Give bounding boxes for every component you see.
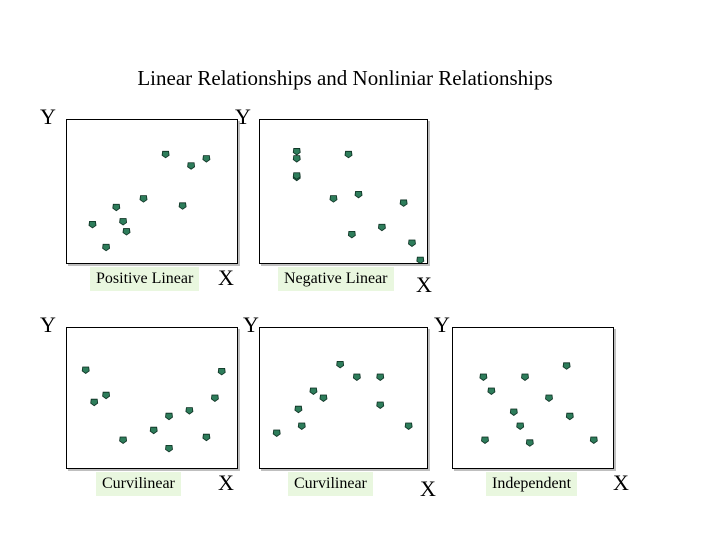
scatter-point	[161, 150, 170, 159]
scatter-point	[178, 202, 187, 210]
scatter-point	[309, 387, 318, 395]
scatter-point	[102, 243, 111, 252]
scatter-point	[102, 391, 111, 400]
scatter-point	[88, 220, 97, 229]
scatter-point	[217, 368, 226, 376]
panel3-x-axis-label: X	[218, 470, 234, 495]
scatter-point	[139, 195, 148, 203]
scatter-point	[319, 394, 328, 402]
panel1-y-axis-label: Y	[40, 104, 56, 129]
panel1-label: Positive Linear	[90, 267, 200, 291]
scatter-point	[165, 445, 173, 453]
scatter-point	[509, 408, 518, 416]
scatter-point	[408, 239, 416, 247]
scatter-point	[112, 203, 121, 212]
scatter-point	[545, 394, 553, 402]
scatter-point	[185, 407, 194, 415]
scatter-point	[525, 439, 534, 447]
scatter-point	[119, 218, 128, 226]
scatter-panel-negative-linear	[259, 119, 428, 264]
scatter-point	[81, 366, 90, 374]
panel5-x-axis-label: X	[613, 470, 629, 495]
panel3-y-axis-label: Y	[40, 312, 56, 337]
scatter-point	[376, 373, 385, 381]
panel2-label: Negative Linear	[278, 267, 394, 291]
scatter-point	[516, 422, 525, 430]
scatter-point	[292, 148, 301, 156]
scatter-panel-independent	[452, 327, 614, 469]
panel1-x-axis-label: X	[218, 265, 234, 290]
scatter-point	[297, 422, 306, 430]
scatter-point	[202, 433, 211, 442]
scatter-point	[187, 162, 196, 170]
scatter-point	[272, 429, 281, 437]
scatter-point	[377, 223, 386, 232]
panel4-x-axis-label: X	[420, 476, 436, 501]
scatter-panel-curvilinear-u	[66, 327, 238, 469]
scatter-plot-area	[81, 366, 226, 453]
scatter-point	[292, 172, 301, 180]
panel5-label: Independent	[486, 472, 578, 496]
scatter-point	[521, 373, 529, 381]
scatter-point	[90, 398, 99, 407]
panel5-y-axis-label: Y	[434, 312, 450, 337]
scatter-point	[352, 373, 361, 381]
scatter-plot-area	[272, 361, 413, 437]
scatter-plot-area	[479, 362, 598, 447]
scatter-point	[589, 436, 598, 444]
scatter-point	[487, 387, 496, 395]
panel2-y-axis-label: Y	[235, 104, 251, 129]
scatter-point	[119, 436, 128, 444]
scatter-point	[149, 426, 158, 435]
scatter-point	[294, 405, 303, 414]
scatter-plot-area	[88, 150, 211, 252]
scatter-point	[122, 228, 131, 236]
panel2-x-axis-label: X	[416, 272, 432, 297]
scatter-point	[404, 422, 413, 430]
panel4-label: Curvilinear	[288, 472, 373, 496]
scatter-point	[479, 373, 488, 381]
scatter-point	[210, 394, 219, 402]
scatter-point	[562, 362, 571, 370]
scatter-panel-curvilinear-inverted	[259, 327, 428, 469]
scatter-point	[565, 412, 574, 421]
scatter-point	[344, 150, 353, 159]
panel4-y-axis-label: Y	[243, 312, 259, 337]
scatter-plot-area	[292, 148, 425, 263]
panel3-label: Curvilinear	[96, 472, 181, 496]
scatter-point	[165, 412, 173, 421]
scatter-point	[416, 256, 425, 263]
scatter-point	[202, 155, 211, 163]
scatter-point	[292, 155, 301, 163]
scatter-point	[347, 231, 356, 239]
page-title: Linear Relationships and Nonliniar Relat…	[137, 66, 553, 90]
scatter-point	[481, 436, 489, 444]
scatter-point	[399, 199, 408, 207]
scatter-point	[376, 401, 385, 409]
scatter-panel-positive-linear	[66, 119, 238, 264]
scatter-point	[336, 361, 345, 369]
scatter-point	[354, 190, 363, 199]
scatter-point	[329, 195, 338, 203]
